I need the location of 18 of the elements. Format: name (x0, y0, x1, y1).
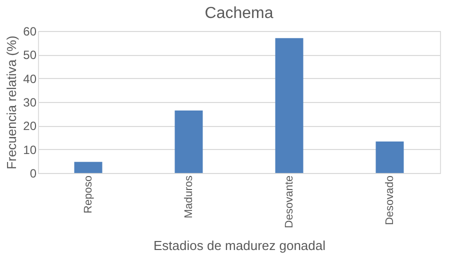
y-tick-label: 40 (23, 72, 37, 86)
x-tick-label: Maduros (182, 175, 195, 218)
x-axis-title: Estadios de madurez gonadal (153, 238, 326, 254)
bar (376, 142, 404, 173)
y-tick-label: 0 (30, 166, 37, 180)
bar (275, 38, 304, 173)
y-tick-label: 50 (23, 48, 37, 62)
x-tick-label: Desovante (283, 176, 296, 228)
bar (174, 110, 203, 173)
x-tick-label: Reposo (82, 176, 94, 214)
y-tick-label: 10 (23, 142, 37, 157)
y-axis-title: Frecuencia relativa (%) (4, 36, 20, 170)
bar (74, 162, 102, 173)
y-tick-label: 20 (23, 119, 37, 134)
y-tick-label: 60 (23, 24, 37, 38)
chart-title: Cachema (204, 5, 274, 22)
x-tick-label: Desovado (384, 176, 396, 226)
y-tick-label: 30 (23, 96, 37, 110)
